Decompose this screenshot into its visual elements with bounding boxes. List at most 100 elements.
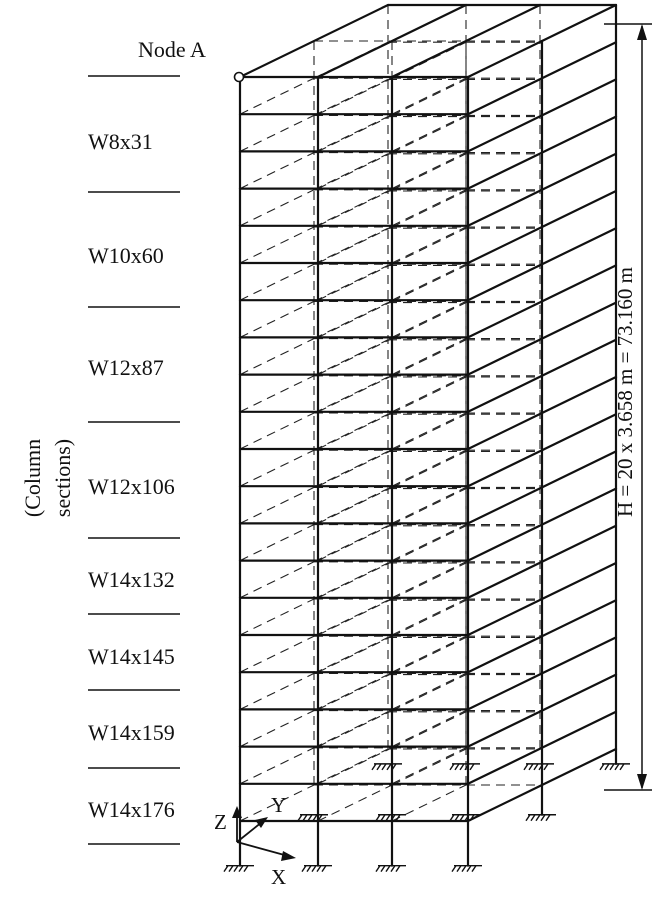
hidden-beam	[317, 784, 393, 822]
roof-edge	[316, 3, 468, 79]
support-hatch	[543, 763, 549, 771]
side-beam	[540, 524, 618, 563]
support-hatch	[311, 865, 317, 873]
hidden-beam	[391, 525, 467, 563]
side-beam	[540, 41, 618, 80]
hidden-beam	[239, 375, 315, 413]
hidden-beam	[313, 562, 389, 600]
hidden-beam	[313, 264, 389, 302]
node-a-marker	[233, 71, 245, 83]
support-hatch	[469, 814, 475, 822]
hidden-beam	[391, 710, 467, 748]
fixed-supports	[223, 763, 630, 873]
hidden-beam	[239, 449, 315, 487]
support-hatch	[223, 865, 229, 873]
hidden-beam	[391, 339, 467, 377]
side-beam	[466, 39, 544, 79]
hidden-beam	[313, 302, 389, 340]
hidden-beam	[391, 599, 467, 637]
visible-frame-lines	[238, 3, 618, 867]
hidden-beam	[317, 189, 393, 227]
hidden-beam	[239, 338, 315, 376]
side-beam	[466, 560, 544, 599]
hidden-beam	[391, 486, 467, 524]
hidden-beam	[391, 338, 467, 376]
support-hatch	[451, 865, 457, 873]
side-beam	[466, 151, 544, 190]
hidden-beam	[317, 486, 393, 524]
side-beam	[540, 189, 618, 229]
support-hatch	[619, 763, 625, 771]
hidden-beam	[391, 302, 467, 340]
support-hatch	[459, 763, 465, 771]
section-label-w14x159: W14x159	[88, 720, 175, 745]
hidden-beam	[391, 264, 467, 302]
hidden-beam	[391, 263, 467, 301]
hidden-beam	[313, 636, 389, 674]
support-hatch	[464, 814, 470, 822]
hidden-beam	[313, 339, 389, 377]
side-beam	[540, 338, 618, 377]
support-hatch	[386, 763, 392, 771]
side-beam	[466, 709, 544, 748]
hidden-beam	[313, 525, 389, 563]
section-label-w10x60: W10x60	[88, 243, 164, 268]
support-hatch	[464, 763, 470, 771]
hidden-beam	[391, 674, 467, 712]
section-label-w14x132: W14x132	[88, 567, 175, 592]
support-hatch	[371, 763, 377, 771]
hidden-beam	[239, 263, 315, 301]
hidden-beam	[391, 78, 467, 116]
side-beam	[466, 263, 544, 302]
hidden-beam	[313, 78, 389, 116]
hidden-beam	[239, 114, 315, 152]
x-axis-line	[236, 841, 289, 857]
coordinate-axes: Z Y X	[214, 793, 296, 889]
hidden-beam	[239, 226, 315, 264]
side-beam	[540, 450, 618, 489]
fixed-support-symbol	[375, 864, 406, 873]
support-hatch	[312, 814, 318, 822]
hidden-beam	[391, 190, 467, 228]
hidden-beam	[317, 152, 393, 190]
hidden-beam	[313, 748, 389, 786]
hidden-beam	[391, 449, 467, 487]
hidden-beam	[391, 116, 467, 154]
hidden-beam	[391, 524, 467, 562]
support-hatch	[395, 814, 401, 822]
hidden-beam	[391, 153, 467, 191]
side-beam	[540, 599, 618, 638]
side-beam	[466, 114, 544, 153]
support-hatch	[604, 763, 610, 771]
hidden-beam	[239, 598, 315, 636]
y-axis-line	[236, 821, 263, 843]
hidden-beam	[313, 599, 389, 637]
hidden-beam	[391, 376, 467, 414]
roof-edge	[238, 3, 390, 79]
support-hatch	[395, 865, 401, 873]
hidden-beam	[313, 488, 389, 526]
hidden-beam	[317, 300, 393, 338]
hidden-beam	[391, 635, 467, 673]
hidden-beam	[239, 189, 315, 227]
side-beam	[466, 783, 544, 823]
side-beam	[540, 413, 618, 452]
hidden-beam	[239, 300, 315, 338]
section-label-w12x106: W12x106	[88, 474, 175, 499]
support-hatch	[385, 814, 391, 822]
hidden-beam	[313, 711, 389, 749]
column-section-labels: W8x31 W10x60 W12x87 W12x106 W14x132 W14x…	[88, 75, 180, 845]
fixed-support-symbol	[449, 814, 480, 822]
support-hatch	[456, 865, 462, 873]
fixed-support-symbol	[525, 814, 556, 822]
roof-edge	[390, 3, 542, 79]
support-hatch	[528, 763, 534, 771]
side-beam	[466, 374, 544, 413]
hidden-beam	[313, 413, 389, 451]
hidden-beam	[239, 710, 315, 748]
fixed-support-symbol	[523, 763, 554, 771]
fixed-support-symbol	[301, 864, 332, 873]
caption-line-1: (Column	[20, 439, 45, 517]
support-hatch	[530, 814, 536, 822]
z-axis-label: Z	[214, 810, 227, 834]
